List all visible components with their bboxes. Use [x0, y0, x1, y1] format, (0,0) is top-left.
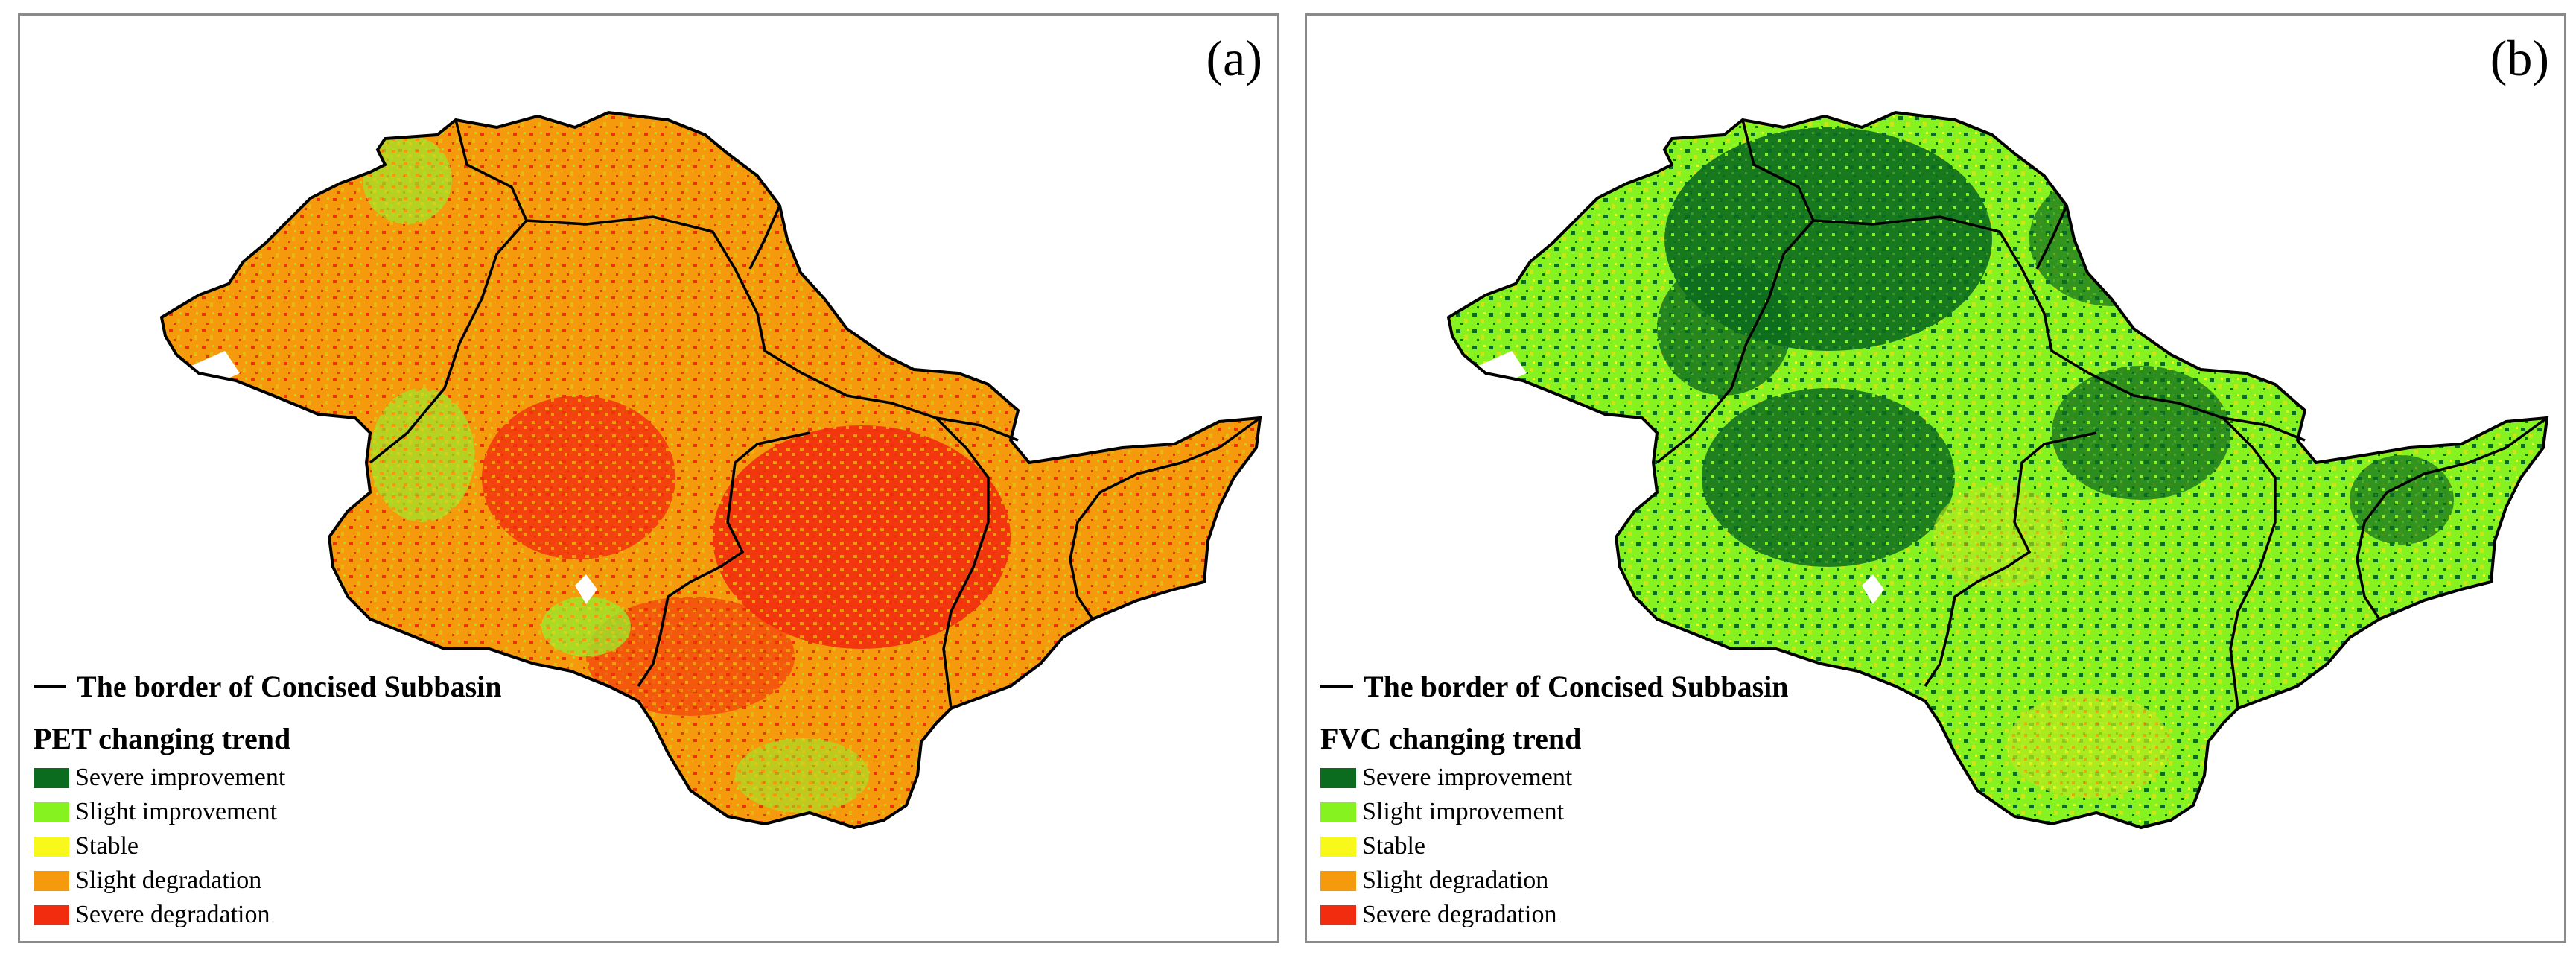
color-swatch-icon [1320, 870, 1356, 891]
legend-item: Severe improvement [34, 761, 502, 795]
basin-map-icon [1447, 111, 2548, 829]
legend-item-label: Slight improvement [75, 798, 278, 825]
color-swatch-icon [34, 904, 69, 925]
basin-map-icon [160, 111, 1262, 829]
color-swatch-icon [34, 802, 69, 822]
color-swatch-icon [34, 870, 69, 891]
map-panel-fvc: (b) [1305, 13, 2566, 943]
legend-item-label: Slight degradation [1362, 866, 1549, 894]
map-panel-pet: (a) [18, 13, 1279, 943]
legend-item: Stable [34, 829, 502, 863]
border-line-icon [1320, 684, 1353, 688]
legend-item: Stable [1320, 829, 1789, 863]
legend-item: Slight degradation [34, 863, 502, 898]
legend: The border of Concised Subbasin PET chan… [34, 664, 502, 932]
color-swatch-icon [1320, 836, 1356, 857]
panel-label: (b) [2490, 30, 2549, 86]
border-legend-label: The border of Concised Subbasin [77, 669, 502, 703]
legend: The border of Concised Subbasin FVC chan… [1320, 664, 1789, 932]
legend-item: Severe improvement [1320, 761, 1789, 795]
color-swatch-icon [1320, 767, 1356, 788]
legend-item: Severe degradation [1320, 898, 1789, 932]
legend-item-label: Stable [75, 832, 139, 860]
legend-title: PET changing trend [34, 722, 291, 755]
legend-item: Slight improvement [34, 795, 502, 829]
legend-item: Slight degradation [1320, 863, 1789, 898]
border-legend: The border of Concised Subbasin [34, 664, 502, 708]
border-legend-label: The border of Concised Subbasin [1364, 669, 1789, 703]
legend-item-label: Severe degradation [1362, 901, 1557, 928]
legend-title: FVC changing trend [1320, 722, 1582, 755]
legend-item-label: Slight degradation [75, 866, 262, 894]
legend-item-label: Severe improvement [75, 764, 286, 791]
border-legend: The border of Concised Subbasin [1320, 664, 1789, 708]
legend-item-label: Severe degradation [75, 901, 270, 928]
legend-item: Severe degradation [34, 898, 502, 932]
color-swatch-icon [1320, 802, 1356, 822]
legend-item-label: Severe improvement [1362, 764, 1573, 791]
panel-label: (a) [1206, 30, 1262, 86]
border-line-icon [34, 684, 66, 688]
color-swatch-icon [34, 767, 69, 788]
legend-item: Slight improvement [1320, 795, 1789, 829]
color-swatch-icon [1320, 904, 1356, 925]
legend-item-label: Slight improvement [1362, 798, 1565, 825]
legend-item-label: Stable [1362, 832, 1425, 860]
color-swatch-icon [34, 836, 69, 857]
